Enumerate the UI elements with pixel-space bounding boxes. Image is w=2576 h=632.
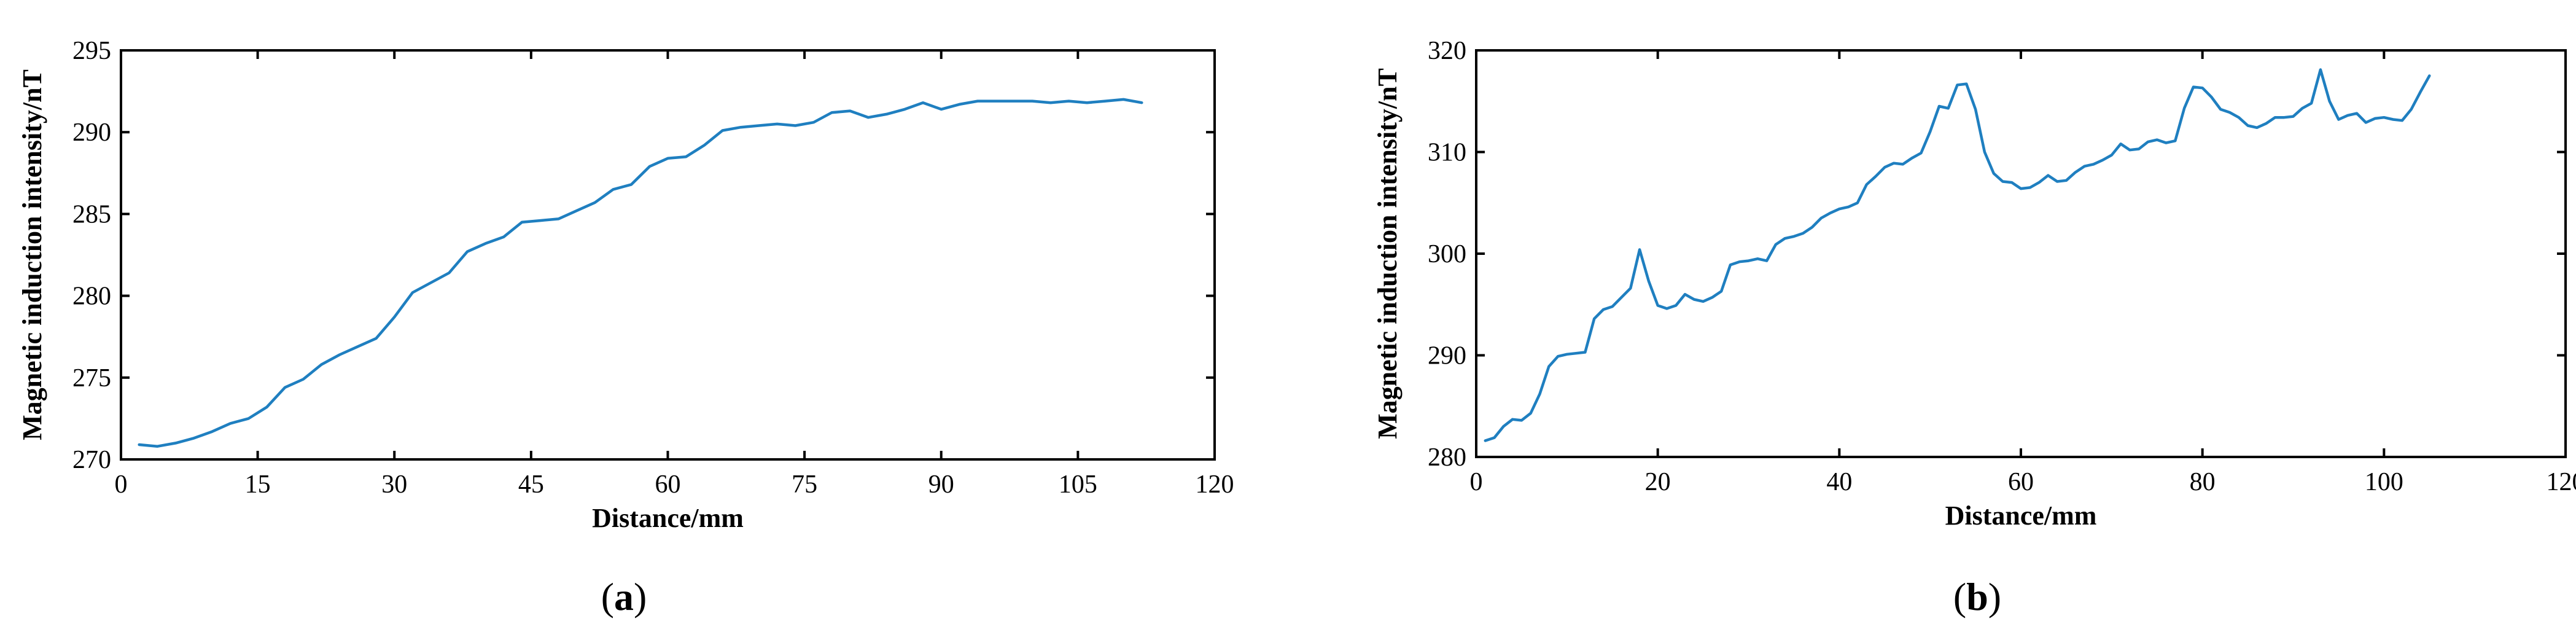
y-axis-title: Magnetic induction intensity/nT [17,69,47,440]
x-axis-title: Distance/mm [592,503,744,533]
chart-panel-a: 0 15 30 45 60 75 90 105 120 270 275 280 285 290 295 Dis… [17,37,1234,533]
panel-label-a: (a) [601,575,647,618]
y-tick-label: 280 [72,283,111,311]
y-tick-label: 290 [72,119,111,147]
chart-panel-b: 0 20 40 60 80 100 120 280 290 300 310 320 Distance/m… [1372,37,2576,531]
x-tick-label: 60 [655,470,681,499]
y-tick-label: 295 [72,37,111,65]
y-tick-label: 320 [1428,37,1466,65]
y-axis-title: Magnetic induction intensity/nT [1372,68,1403,439]
series-line [138,98,1143,448]
y-tick-label: 290 [1428,342,1466,370]
x-tick-label: 120 [2547,468,2576,496]
x-tick-label: 120 [1196,470,1234,499]
x-tick-label: 40 [1826,468,1852,496]
x-tick-label: 0 [1470,468,1483,496]
x-tick-label: 105 [1059,470,1097,499]
y-tick-label: 310 [1428,139,1466,167]
x-tick-label: 20 [1645,468,1671,496]
y-tick-label: 270 [72,446,111,474]
panel-label-b: (b) [1953,575,2001,618]
series-line [1484,68,2431,442]
x-tick-label: 100 [2365,468,2403,496]
y-tick-label: 280 [1428,443,1466,472]
y-tick-label: 275 [72,364,111,392]
y-tick-label: 300 [1428,240,1466,268]
plot-frame [120,49,1216,461]
x-tick-label: 0 [115,470,128,499]
x-tick-label: 80 [2190,468,2216,496]
x-axis-title: Distance/mm [1945,501,2097,531]
x-tick-label: 60 [2008,468,2034,496]
x-tick-label: 75 [792,470,817,499]
x-tick-label: 90 [928,470,954,499]
x-tick-label: 30 [381,470,407,499]
x-tick-label: 45 [518,470,544,499]
x-tick-label: 15 [245,470,271,499]
y-tick-label: 285 [72,200,111,228]
